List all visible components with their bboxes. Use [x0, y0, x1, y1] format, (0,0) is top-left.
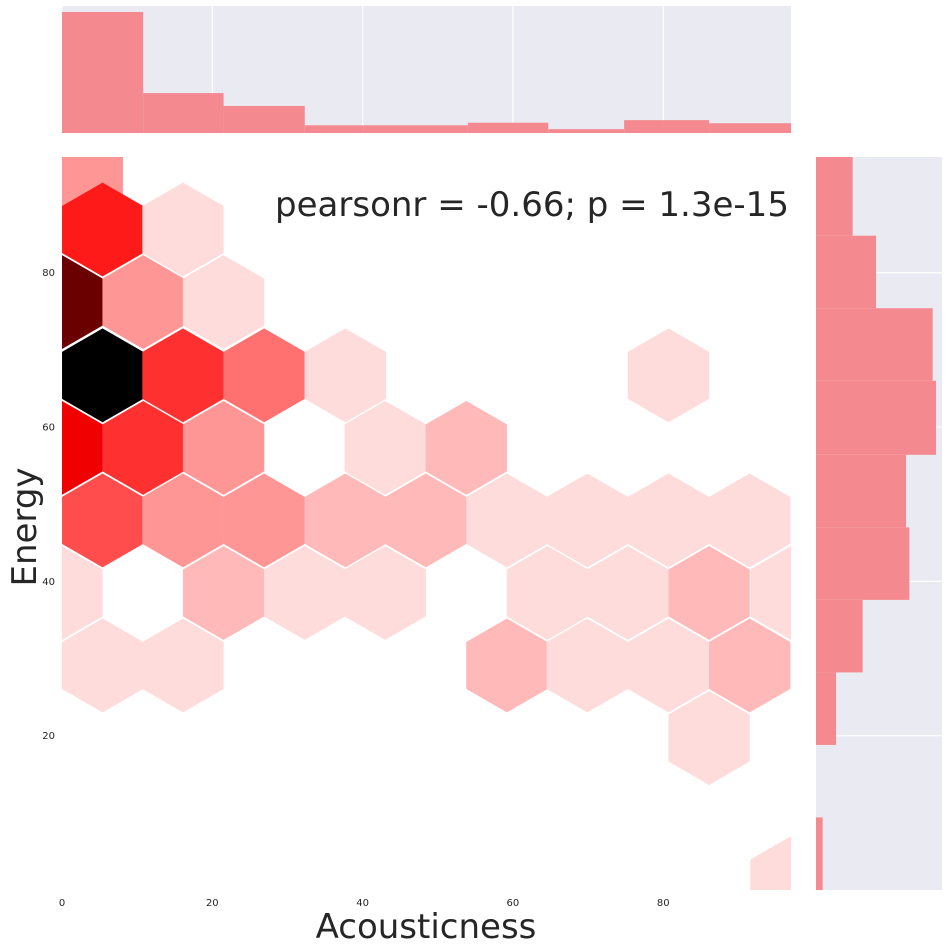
y-axis-ticks: 20 40 60 80 — [42, 268, 55, 742]
hexbin-cell — [344, 400, 426, 495]
hexbin-cell — [668, 545, 750, 640]
hexbin-cell — [142, 618, 224, 713]
x-tick-label: 0 — [59, 898, 65, 909]
hexbin-cell — [627, 618, 710, 713]
hexbin-cell — [142, 328, 224, 423]
hexbin-cell — [344, 545, 426, 640]
hexbin-plot-area: pearsonr = -0.66; p = 1.3e-15 — [62, 157, 791, 890]
x-tick-label: 60 — [507, 898, 520, 909]
top-histogram-bar — [304, 125, 364, 133]
right-histogram-bar — [816, 157, 853, 236]
right-histogram-bar — [816, 235, 876, 309]
right-marginal-histogram — [816, 157, 942, 890]
top-histogram-bar — [624, 120, 710, 133]
top-histogram-bar — [223, 105, 305, 133]
right-histogram-bar — [816, 380, 936, 455]
hexbin-cell — [708, 473, 791, 568]
x-tick-label: 20 — [206, 898, 219, 909]
top-histogram-bar — [62, 12, 144, 133]
x-axis-label: Acousticness — [316, 907, 537, 947]
y-tick-label: 20 — [42, 731, 55, 742]
hexbin-cell — [182, 255, 265, 350]
hexbin-cell — [627, 328, 710, 423]
pearson-annotation: pearsonr = -0.66; p = 1.3e-15 — [275, 185, 789, 225]
hexbin-cell — [546, 473, 629, 568]
hexbin-cell — [223, 328, 305, 423]
hexbin-cell — [668, 691, 750, 785]
hexbin-cell — [62, 400, 103, 495]
x-tick-label: 40 — [356, 898, 369, 909]
y-tick-label: 80 — [42, 268, 55, 279]
hexbin-cell — [182, 400, 265, 495]
hexbin-cell — [708, 618, 791, 713]
right-histogram-bar — [816, 672, 836, 745]
hexbin-cell — [62, 545, 103, 640]
hexbin-cell — [627, 473, 710, 568]
right-marginal-bars — [816, 157, 936, 890]
right-histogram-bar — [816, 454, 906, 528]
y-tick-label: 40 — [42, 577, 55, 588]
hexbin-cell — [750, 836, 791, 890]
right-histogram-bar — [816, 599, 863, 673]
right-histogram-bar — [816, 308, 933, 381]
top-histogram-bar — [709, 123, 791, 133]
x-tick-label: 80 — [657, 898, 670, 909]
hexbin-cell — [385, 473, 467, 568]
right-histogram-bar — [816, 527, 910, 600]
top-marginal-bars — [62, 12, 791, 133]
right-histogram-bar — [816, 817, 823, 890]
top-marginal-histogram — [61, 6, 791, 133]
top-histogram-bar — [548, 129, 625, 133]
hexbin-cell — [142, 473, 224, 568]
hexbin-cell — [587, 545, 669, 640]
hexbin-cell — [142, 182, 224, 277]
top-histogram-bar — [467, 122, 549, 133]
hexbin-cell — [546, 618, 629, 713]
top-histogram-bar — [143, 93, 224, 133]
top-histogram-bar — [363, 125, 468, 133]
hexbin-cell — [182, 545, 265, 640]
y-tick-label: 60 — [42, 423, 55, 434]
hexbin-cell — [425, 400, 508, 495]
hexbin-cell — [750, 545, 791, 640]
hexbin-cell — [62, 255, 103, 350]
y-axis-label: Energy — [5, 467, 45, 586]
hexbin-cell — [304, 328, 387, 423]
hexbin-cell — [223, 473, 305, 568]
hexbin-cells — [62, 157, 791, 890]
x-axis-ticks: 0 20 40 60 80 — [59, 898, 670, 909]
